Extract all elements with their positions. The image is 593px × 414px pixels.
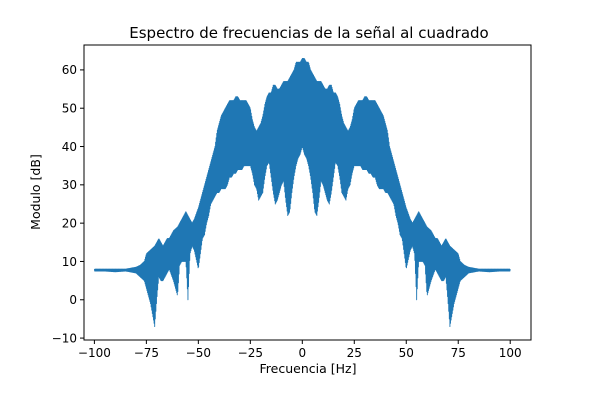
- y-tick-label: 0: [69, 293, 77, 307]
- x-tick-label: −25: [238, 346, 263, 360]
- x-tick-label: 50: [399, 346, 414, 360]
- y-tick-label: 10: [62, 255, 77, 269]
- y-tick-label: 20: [62, 216, 77, 230]
- x-tick-label: −100: [78, 346, 111, 360]
- y-tick-label: −10: [52, 331, 77, 345]
- x-tick-label: −50: [186, 346, 211, 360]
- chart-title: Espectro de frecuencias de la señal al c…: [129, 24, 488, 42]
- x-tick-label: 75: [451, 346, 466, 360]
- x-tick-label: 25: [347, 346, 362, 360]
- y-tick-label: 60: [62, 63, 77, 77]
- x-tick-label: 0: [298, 346, 306, 360]
- x-tick-label: 100: [499, 346, 522, 360]
- y-axis-label: Modulo [dB]: [28, 154, 43, 230]
- x-axis-ticks: −100 −75 −50 −25 0 25 50 75 100: [78, 340, 522, 360]
- x-tick-label: −75: [134, 346, 159, 360]
- y-tick-label: 50: [62, 102, 77, 116]
- y-tick-label: 40: [62, 140, 77, 154]
- x-axis-label: Frecuencia [Hz]: [260, 361, 357, 376]
- y-axis-ticks: −10 0 10 20 30 40 50 60: [52, 63, 84, 345]
- spectrum-series-line: [93, 57, 511, 328]
- plot-frame: [83, 44, 532, 341]
- y-tick-label: 30: [62, 178, 77, 192]
- series-layer: [93, 57, 511, 328]
